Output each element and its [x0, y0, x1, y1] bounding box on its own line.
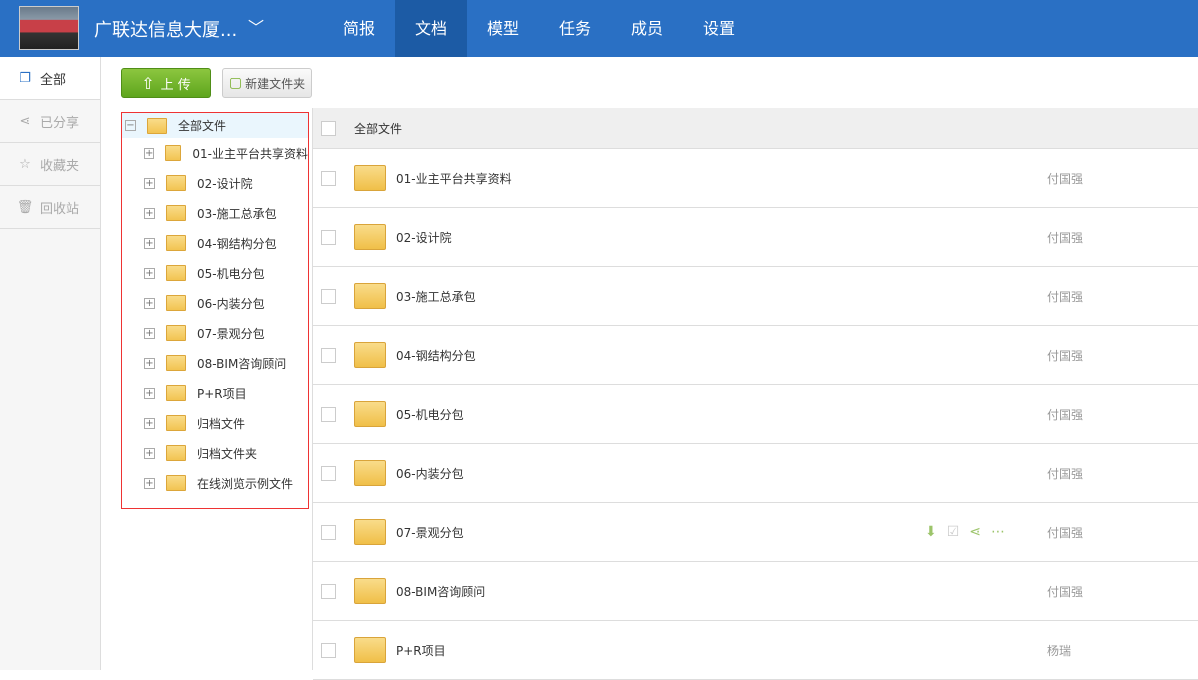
expand-icon[interactable]: +	[144, 177, 155, 189]
folder-icon	[166, 475, 186, 491]
row-checkbox[interactable]	[321, 583, 336, 599]
folder-icon	[166, 295, 186, 311]
expand-icon[interactable]: +	[144, 297, 155, 309]
table-row[interactable]: 04-钢结构分包 付国强	[313, 326, 1198, 385]
tree-node[interactable]: +02-设计院	[144, 175, 253, 191]
folder-icon	[166, 175, 186, 191]
expand-icon[interactable]: +	[144, 267, 155, 279]
table-row[interactable]: 02-设计院 付国强	[313, 208, 1198, 267]
expand-icon[interactable]: +	[144, 357, 155, 369]
folder-icon	[354, 637, 386, 663]
tree-node[interactable]: +05-机电分包	[144, 265, 265, 281]
table-row[interactable]: 07-景观分包 ⬇ ☑ ⋖ ⋯ 付国强	[313, 503, 1198, 562]
more-icon[interactable]: ⋯	[991, 524, 1006, 540]
tree-node[interactable]: +04-钢结构分包	[144, 235, 277, 251]
nav-tab[interactable]: 任务	[558, 19, 591, 38]
folder-icon	[166, 385, 186, 401]
table-row[interactable]: 05-机电分包 付国强	[313, 385, 1198, 444]
folder-icon	[354, 460, 386, 486]
edit-check-icon[interactable]: ☑	[946, 524, 960, 540]
folder-icon	[166, 445, 186, 461]
tree-node[interactable]: +08-BIM咨询顾问	[144, 355, 287, 371]
nav-tab[interactable]: 文档	[395, 0, 467, 57]
row-checkbox[interactable]	[321, 642, 336, 658]
table-row[interactable]: 03-施工总承包 付国强	[313, 267, 1198, 326]
table-header: 全部文件	[313, 108, 1198, 149]
nav-tab[interactable]: 简报	[342, 19, 375, 38]
folder-tree: − 全部文件 +01-业主平台共享资料 +02-设计院 +03-施工总承包 +04-钢结构…	[121, 112, 309, 509]
download-icon[interactable]: ⬇	[925, 524, 937, 540]
folder-plus-icon: ▢	[228, 75, 243, 91]
expand-icon[interactable]: +	[144, 327, 155, 339]
share-icon[interactable]: ⋖	[969, 524, 982, 540]
sidebar-item[interactable]: ⋖ 已分享	[0, 100, 100, 143]
row-checkbox[interactable]	[321, 524, 336, 540]
cloud-upload-icon: ⇧	[141, 73, 155, 93]
collapse-icon[interactable]: −	[125, 120, 136, 131]
expand-icon[interactable]: +	[144, 477, 155, 489]
folder-icon	[354, 578, 386, 604]
sidebar-item[interactable]: ❐ 全部	[0, 57, 100, 100]
project-title[interactable]: 广联达信息大厦...	[94, 20, 238, 41]
star-icon: ☆	[19, 156, 31, 172]
row-checkbox[interactable]	[321, 465, 336, 481]
folder-icon	[166, 325, 186, 341]
folder-icon	[354, 283, 386, 309]
tree-node[interactable]: + 在线浏览示例文件	[144, 475, 294, 491]
tree-node[interactable]: +01-业主平台共享资料	[144, 145, 308, 161]
share-icon: ⋖	[19, 113, 31, 129]
tree-node[interactable]: +07-景观分包	[144, 325, 265, 341]
folder-icon	[354, 519, 386, 545]
row-checkbox[interactable]	[321, 288, 336, 304]
tree-node-root[interactable]: − 全部文件	[122, 113, 308, 138]
nav-tab[interactable]: 设置	[702, 19, 735, 38]
tree-node[interactable]: + P+R项目	[144, 385, 247, 401]
expand-icon[interactable]: +	[144, 237, 155, 249]
sidebar-item[interactable]: ☆ 收藏夹	[0, 143, 100, 186]
folder-icon	[147, 117, 167, 134]
table-row[interactable]: P+R项目 杨瑞	[313, 621, 1198, 680]
file-table: 全部文件 01-业主平台共享资料 付国强 02-设计院 付国强 03-施工总承包 付国强 0…	[312, 108, 1198, 680]
tree-node[interactable]: + 归档文件夹	[144, 445, 258, 461]
sidebar: ❐ 全部 ⋖ 已分享 ☆ 收藏夹 🗑 回收站	[0, 57, 101, 670]
tree-node[interactable]: +03-施工总承包	[144, 205, 277, 221]
folder-icon	[354, 342, 386, 368]
tree-node[interactable]: + 归档文件	[144, 415, 246, 431]
row-checkbox[interactable]	[321, 406, 336, 422]
nav-tab[interactable]: 成员	[630, 19, 663, 38]
select-all-checkbox[interactable]	[321, 120, 336, 136]
expand-icon[interactable]: +	[144, 387, 155, 399]
folder-icon	[166, 355, 186, 371]
folder-icon	[166, 265, 186, 281]
row-checkbox[interactable]	[321, 229, 336, 245]
folder-icon	[354, 401, 386, 427]
table-row[interactable]: 06-内装分包 付国强	[313, 444, 1198, 503]
folder-icon	[166, 205, 186, 221]
folder-icon	[165, 145, 182, 161]
chevron-down-icon[interactable]: ﹀	[248, 18, 265, 37]
top-header: 广联达信息大厦... ﹀ 简报 文档 模型 任务 成员 设置	[0, 0, 1198, 57]
expand-icon[interactable]: +	[144, 147, 155, 159]
upload-button[interactable]: ⇧ 上 传	[121, 68, 211, 98]
expand-icon[interactable]: +	[144, 447, 155, 459]
nav-tab[interactable]: 模型	[486, 19, 519, 38]
main-nav: 简报 文档 模型 任务 成员 设置	[323, 0, 755, 57]
table-row[interactable]: 01-业主平台共享资料 付国强	[313, 149, 1198, 208]
expand-icon[interactable]: +	[144, 207, 155, 219]
table-row[interactable]: 08-BIM咨询顾问 付国强	[313, 562, 1198, 621]
folder-icon	[354, 165, 386, 191]
new-folder-button[interactable]: ▢ 新建文件夹	[222, 68, 312, 98]
stack-icon: ❐	[19, 70, 31, 86]
project-logo	[19, 6, 79, 50]
row-checkbox[interactable]	[321, 170, 336, 186]
folder-icon	[166, 415, 186, 431]
trash-icon: 🗑	[16, 199, 34, 215]
row-checkbox[interactable]	[321, 347, 336, 363]
folder-icon	[354, 224, 386, 250]
tree-node[interactable]: +06-内装分包	[144, 295, 265, 311]
expand-icon[interactable]: +	[144, 417, 155, 429]
sidebar-item[interactable]: 🗑 回收站	[0, 186, 100, 229]
folder-icon	[166, 235, 186, 251]
